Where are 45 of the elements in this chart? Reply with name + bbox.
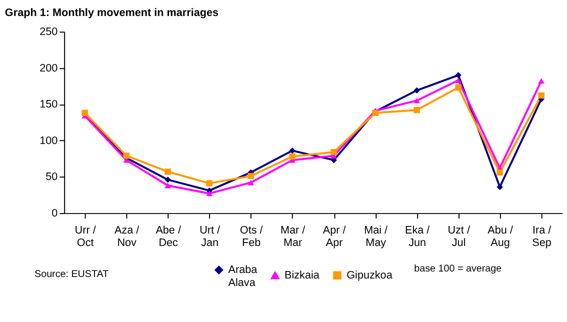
point: [538, 92, 544, 99]
point: [123, 152, 130, 159]
legend-label: Araba Alava: [228, 264, 258, 289]
x-tick-label: Urr / Oct: [74, 224, 97, 250]
point: [538, 78, 544, 84]
x-tick-label: Mai / May: [364, 224, 389, 250]
point: [289, 153, 296, 160]
point: [164, 176, 171, 183]
text: base 100 = average: [414, 263, 502, 274]
x-tick-label: Apr / Apr: [322, 224, 347, 250]
point: [248, 180, 254, 186]
legend-label: Gipuzkoa: [346, 269, 394, 282]
y-tick-label: 50: [46, 171, 58, 184]
y-tick-label: 0: [52, 208, 58, 220]
x-tick-label: Ira / Sep: [532, 224, 552, 250]
source-note: Source: EUSTAT: [34, 269, 109, 280]
point: [455, 84, 462, 91]
point: [414, 98, 420, 104]
point: [206, 180, 212, 186]
chart-title: Graph 1: Monthly movement in marriages: [4, 6, 219, 19]
x-tick-label: Aza / Nov: [114, 224, 140, 250]
point: [455, 78, 462, 83]
point: [414, 87, 420, 94]
y-tick-label: 100: [40, 134, 58, 147]
point: [164, 168, 171, 175]
point: [164, 182, 171, 188]
y-tick-label: 150: [40, 98, 58, 111]
point: [289, 148, 296, 154]
x-tick-label: Abe / Dec: [156, 224, 182, 250]
point: [330, 148, 337, 156]
x-tick-label: Urt / Jan: [200, 224, 222, 250]
point: [496, 184, 503, 190]
point: [248, 172, 254, 180]
x-tick-label: Uzt / Jul: [448, 224, 471, 250]
x-tick-label: Mar / Mar: [280, 224, 306, 250]
legend-label: Bizkaia: [284, 270, 320, 282]
point: [496, 169, 503, 176]
point: [206, 190, 212, 196]
point: [455, 72, 462, 78]
x-tick-label: Abu / Aug: [488, 224, 514, 250]
y-tick-label: 200: [40, 62, 58, 74]
x-tick-label: Eka / Jun: [404, 224, 431, 250]
y-tick-label: 250: [40, 26, 58, 38]
x-tick-label: Ots / Feb: [240, 224, 264, 250]
point: [414, 106, 420, 114]
